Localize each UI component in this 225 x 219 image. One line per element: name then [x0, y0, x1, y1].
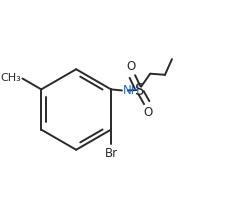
- Text: S: S: [134, 83, 143, 97]
- Text: CH₃: CH₃: [1, 73, 21, 83]
- Text: NH: NH: [122, 84, 140, 97]
- Text: O: O: [126, 60, 135, 73]
- Text: O: O: [143, 106, 152, 119]
- Text: Br: Br: [104, 147, 117, 160]
